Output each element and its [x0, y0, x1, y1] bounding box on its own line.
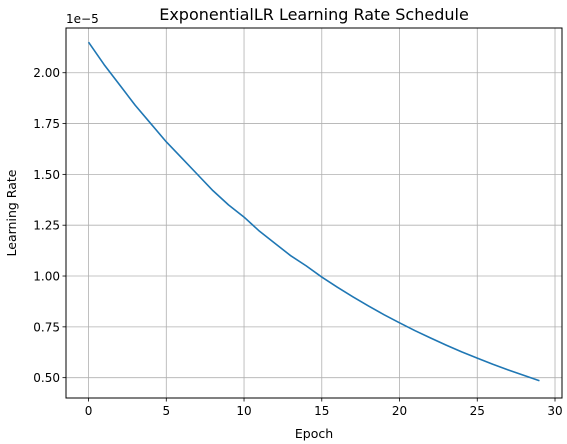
plot-frame: [65, 27, 563, 399]
series-lines: [87, 41, 540, 382]
x-tick-label: 20: [392, 404, 407, 418]
y-tick-label: 1.00: [33, 270, 60, 284]
x-tick-label: 15: [314, 404, 329, 418]
chart-title: ExponentialLR Learning Rate Schedule: [159, 5, 469, 24]
axis-ticks: 0 5 10 15 20 25 30 0.50 0.75 1.00 1.25 1.50 1.75 2.00: [33, 66, 562, 418]
y-tick-label: 1.50: [33, 168, 60, 182]
y-axis-label: Learning Rate: [4, 169, 19, 256]
x-tick-label: 30: [547, 404, 562, 418]
x-tick-label: 5: [162, 404, 170, 418]
y-tick-label: 0.75: [33, 320, 60, 334]
grid-lines: [66, 28, 562, 398]
y-tick-label: 0.50: [33, 371, 60, 385]
y-tick-label: 1.75: [33, 117, 60, 131]
series-line: [87, 41, 540, 382]
y-tick-label: 1.25: [33, 219, 60, 233]
y-tick-label: 2.00: [33, 66, 60, 80]
x-tick-label: 0: [85, 404, 93, 418]
x-axis-label: Epoch: [295, 426, 333, 441]
x-tick-label: 25: [470, 404, 485, 418]
y-axis-offset-label: 1e−5: [66, 12, 99, 26]
x-tick-label: 10: [236, 404, 251, 418]
